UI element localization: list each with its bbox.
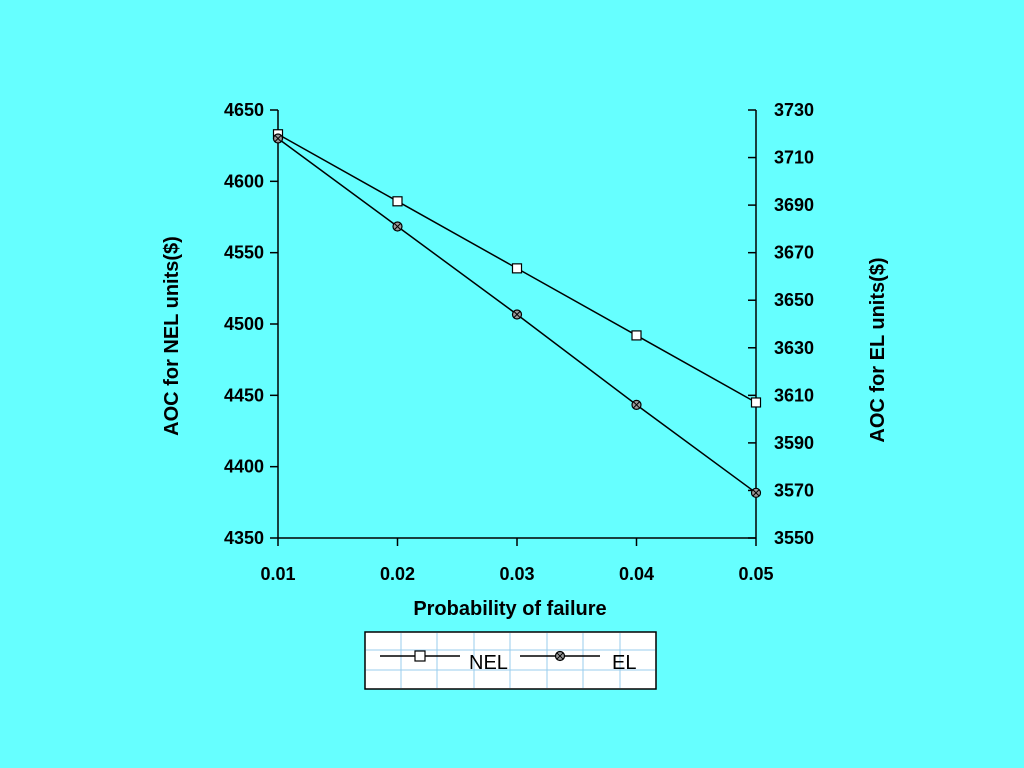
left-tick-label: 4500 xyxy=(224,314,264,334)
left-tick-label: 4650 xyxy=(224,100,264,120)
point-el xyxy=(631,399,642,410)
point-el xyxy=(392,221,403,232)
right-tick-label: 3690 xyxy=(774,195,814,215)
left-tick-label: 4400 xyxy=(224,457,264,477)
legend: NEL EL xyxy=(364,631,657,690)
x-tick-label: 0.04 xyxy=(619,564,654,584)
point-nel xyxy=(511,263,523,274)
right-tick-label: 3630 xyxy=(774,338,814,358)
left-tick-label: 4600 xyxy=(224,171,264,191)
series-layer xyxy=(272,129,762,498)
legend-el-label: EL xyxy=(612,652,636,674)
point-nel xyxy=(631,330,642,341)
x-axis-ticks: 0.01 0.02 0.03 0.04 0.05 xyxy=(260,538,774,584)
point-nel xyxy=(392,196,403,207)
x-tick-label: 0.02 xyxy=(380,564,415,584)
point-nel xyxy=(750,397,762,408)
right-tick-label: 3610 xyxy=(774,385,814,405)
point-el xyxy=(511,309,523,320)
right-tick-label: 3670 xyxy=(774,243,814,263)
right-tick-label: 3710 xyxy=(774,148,814,168)
right-axis-title: AOC for EL units($) xyxy=(867,257,889,442)
legend-gridlines xyxy=(366,633,655,688)
legend-nel-marker xyxy=(414,650,426,662)
left-tick-label: 4350 xyxy=(224,528,264,548)
right-axis-ticks: 3730 3710 3690 3670 3650 3630 3610 3590 3570 3550 xyxy=(748,100,814,548)
x-tick-label: 0.01 xyxy=(260,564,295,584)
point-el xyxy=(750,487,762,498)
left-tick-label: 4550 xyxy=(224,243,264,263)
point-el xyxy=(272,133,284,144)
x-axis-title: Probability of failure xyxy=(413,598,606,620)
left-axis-ticks: 4650 4600 4550 4500 4450 4400 4350 xyxy=(224,100,278,548)
right-tick-label: 3590 xyxy=(774,433,814,453)
right-tick-label: 3570 xyxy=(774,480,814,500)
right-tick-label: 3550 xyxy=(774,528,814,548)
right-tick-label: 3730 xyxy=(774,100,814,120)
legend-el-marker xyxy=(554,650,566,662)
right-tick-label: 3650 xyxy=(774,290,814,310)
left-axis-title: AOC for NEL units($) xyxy=(161,236,183,436)
x-tick-label: 0.05 xyxy=(738,564,773,584)
left-tick-label: 4450 xyxy=(224,385,264,405)
x-tick-label: 0.03 xyxy=(499,564,534,584)
legend-nel-label: NEL xyxy=(469,652,508,674)
